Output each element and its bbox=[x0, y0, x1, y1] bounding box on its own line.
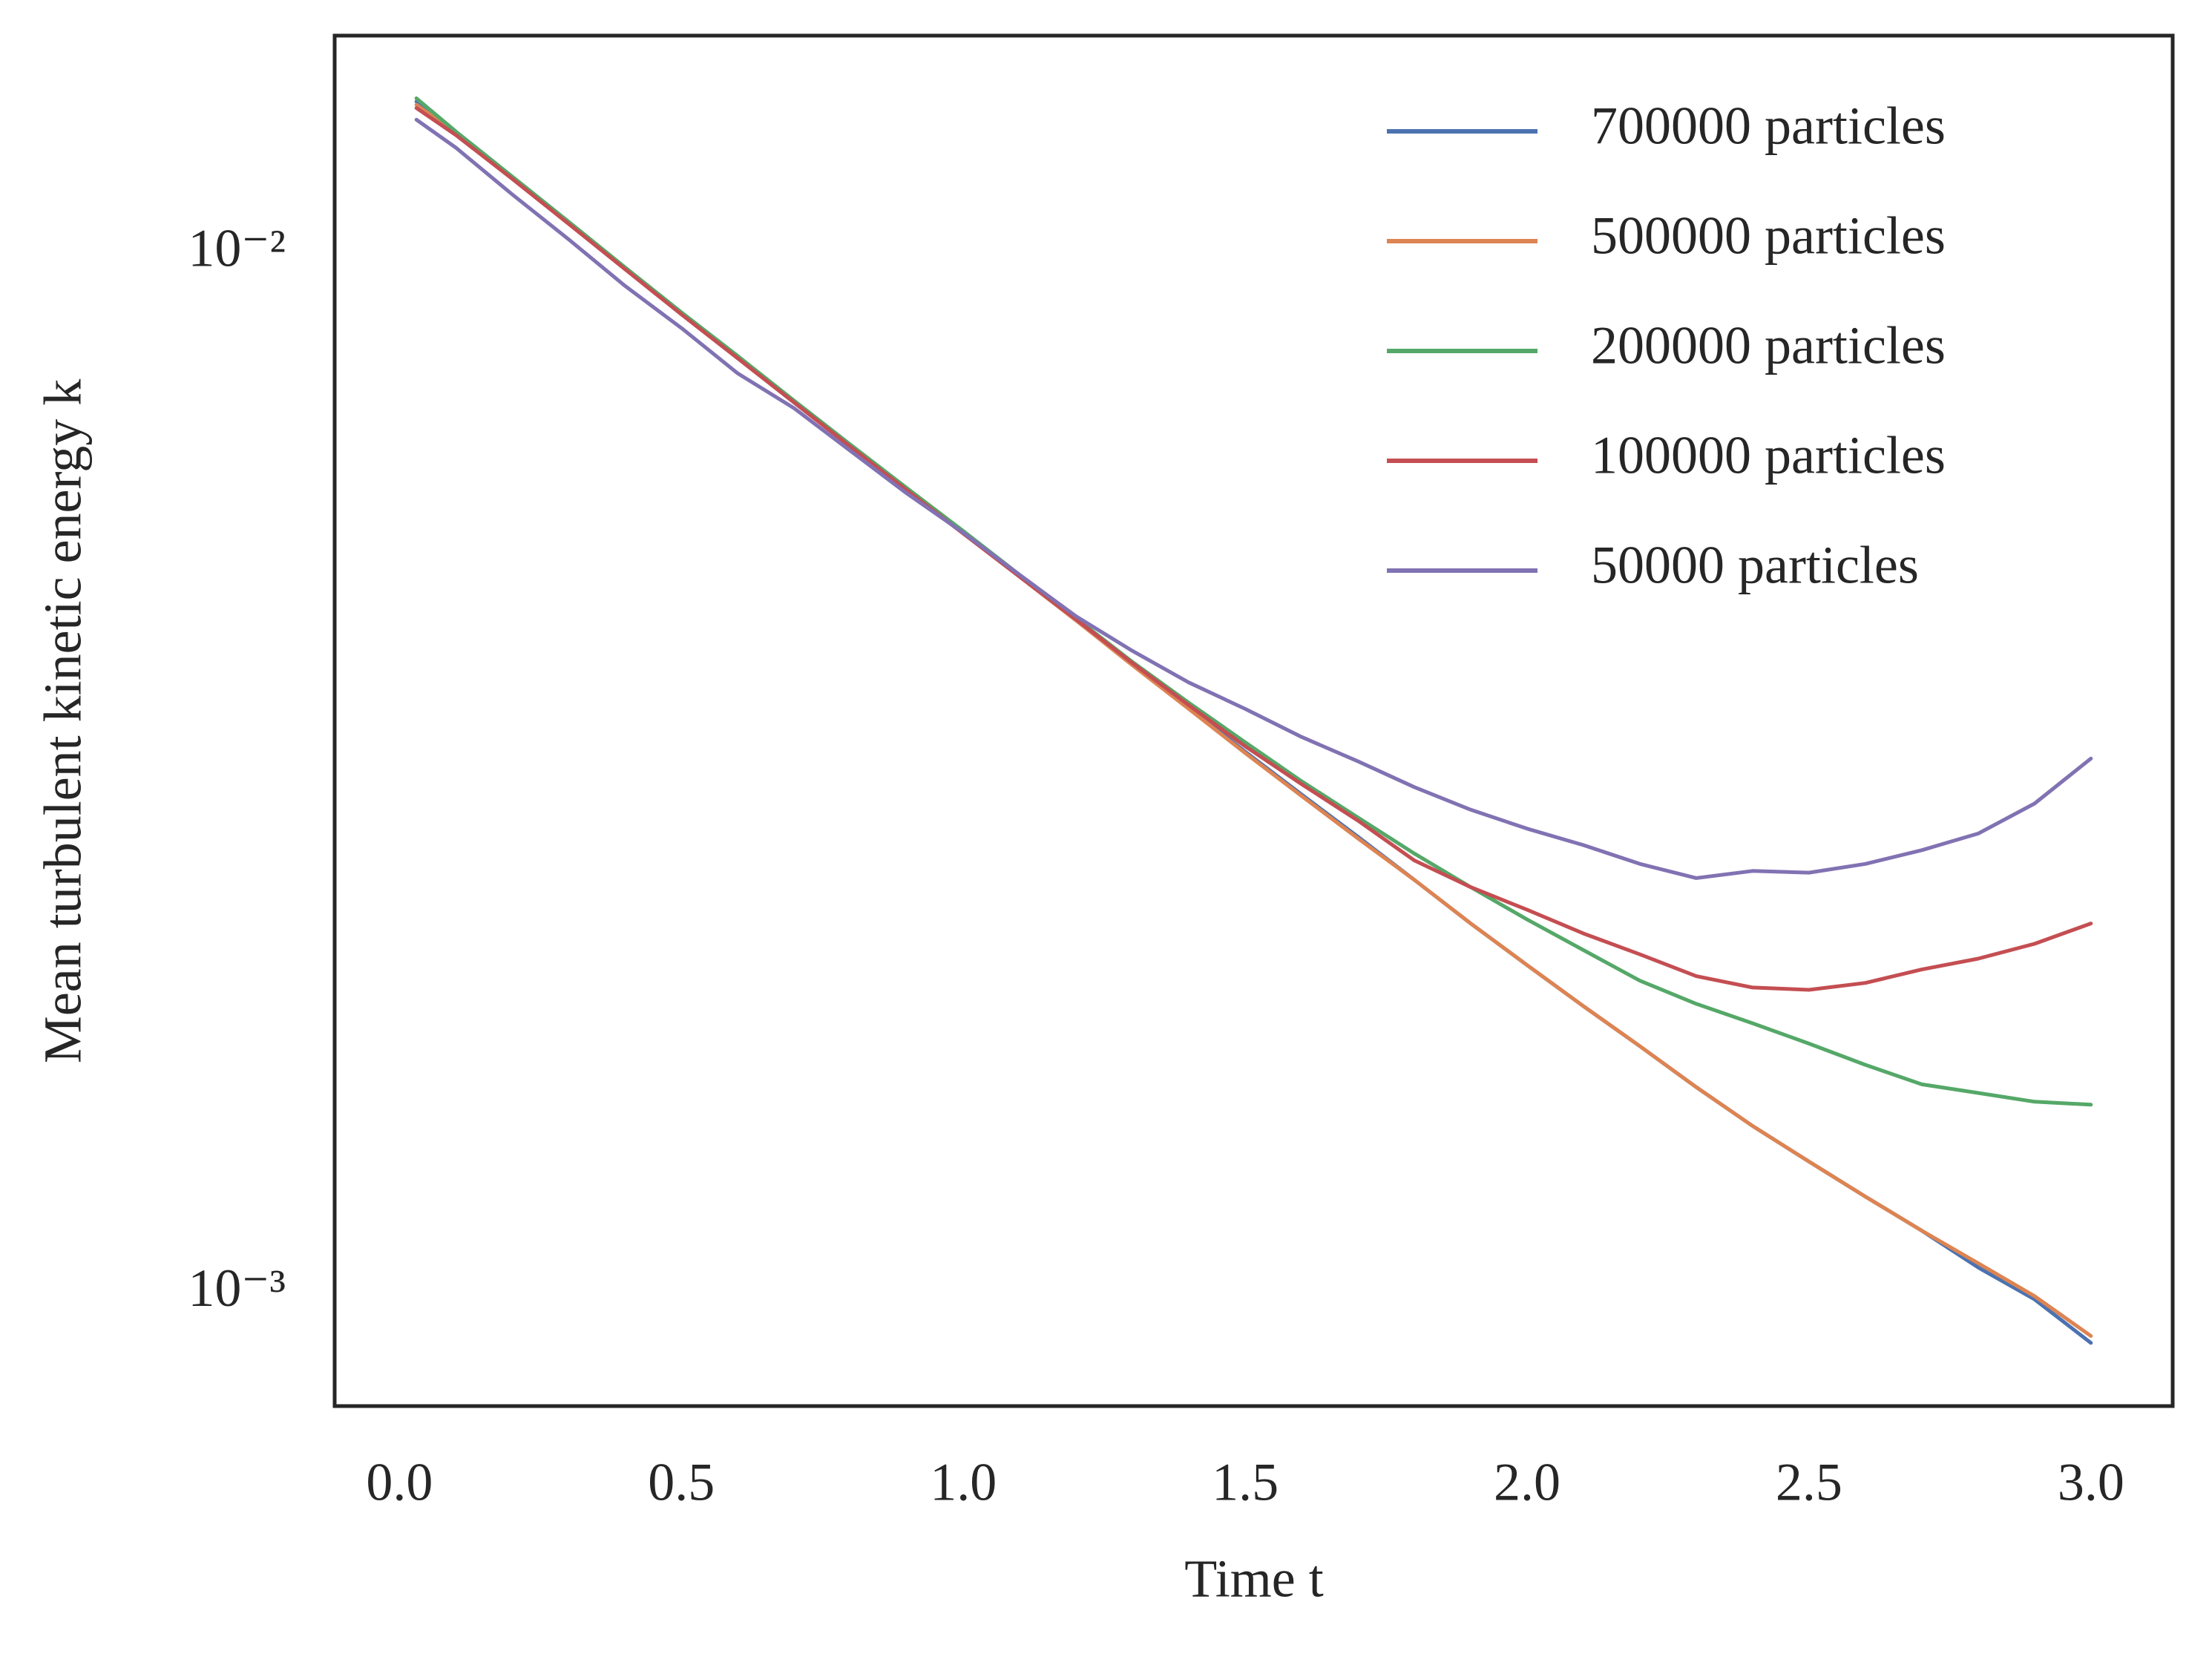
x-tick-label: 1.5 bbox=[1212, 1453, 1279, 1512]
series-line bbox=[414, 102, 2093, 1338]
series-line bbox=[414, 99, 2093, 1345]
y-tick-label: 10⁻² bbox=[188, 218, 286, 278]
y-axis-label: Mean turbulent kinetic energy k bbox=[33, 379, 93, 1063]
legend-label: 700000 particles bbox=[1591, 96, 1946, 156]
x-tick-label: 3.0 bbox=[2058, 1453, 2124, 1512]
x-tick-label: 0.0 bbox=[366, 1453, 433, 1512]
x-tick-label: 2.0 bbox=[1494, 1453, 1560, 1512]
x-tick-label: 2.5 bbox=[1776, 1453, 1842, 1512]
legend-label: 50000 particles bbox=[1591, 536, 1919, 595]
series-line bbox=[414, 117, 2093, 880]
y-tick-label: 10⁻³ bbox=[188, 1258, 286, 1318]
x-tick-label: 1.0 bbox=[930, 1453, 997, 1512]
legend-label: 100000 particles bbox=[1591, 426, 1946, 485]
legend-label: 500000 particles bbox=[1591, 206, 1946, 266]
x-axis-label: Time t bbox=[1184, 1549, 1323, 1609]
plot-frame bbox=[332, 33, 2175, 1408]
legend-label: 200000 particles bbox=[1591, 316, 1946, 375]
x-tick-label: 0.5 bbox=[648, 1453, 715, 1512]
series-line bbox=[414, 106, 2093, 992]
